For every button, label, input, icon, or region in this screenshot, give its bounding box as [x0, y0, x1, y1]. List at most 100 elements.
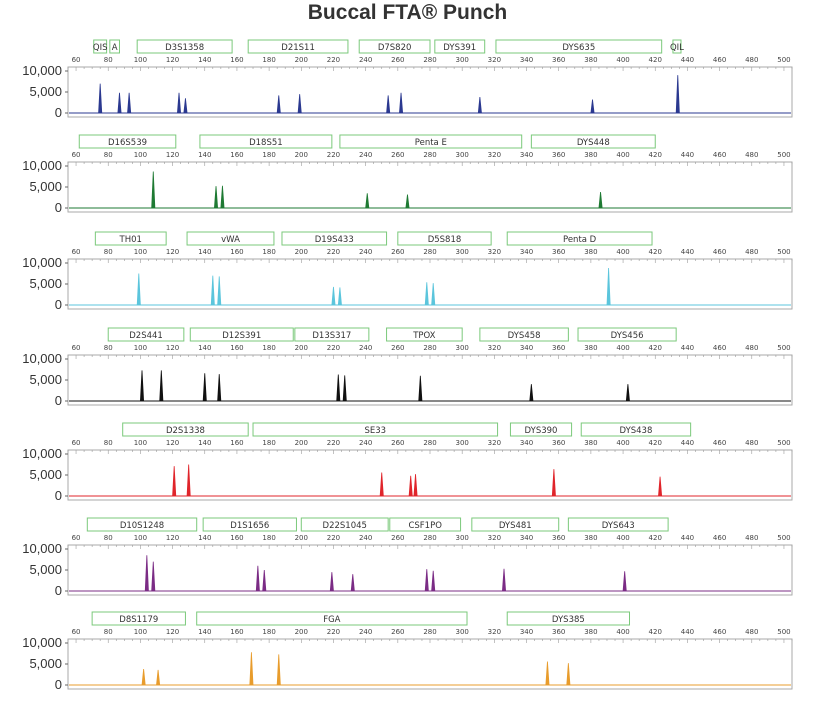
- peak: [276, 654, 281, 686]
- peak: [151, 171, 156, 209]
- x-tick-label: 460: [713, 151, 726, 159]
- chart-title: Buccal FTA® Punch: [307, 1, 508, 24]
- x-tick-label: 80: [104, 248, 113, 256]
- x-tick-label: 240: [359, 534, 372, 542]
- peak: [379, 472, 384, 497]
- peak: [213, 186, 219, 209]
- x-tick-label: 340: [520, 534, 533, 542]
- panel-3: TH01 vWA D19S433 D5S818 Penta D 60 80 100 120 140…: [22, 231, 793, 312]
- peak: [262, 569, 267, 592]
- marker-label: DYS448: [577, 138, 610, 148]
- peak: [176, 92, 182, 114]
- x-tick-label: 340: [520, 439, 533, 447]
- marker-box: [202, 517, 297, 532]
- peak: [413, 474, 418, 497]
- x-tick-label: 220: [327, 56, 340, 64]
- marker-label: DYS458: [508, 331, 541, 341]
- x-tick-label: 220: [327, 628, 340, 636]
- peak: [337, 287, 342, 306]
- x-tick-label: 400: [616, 628, 629, 636]
- marker-box: [567, 517, 669, 532]
- x-tick-label: 160: [230, 248, 243, 256]
- x-tick-label: 460: [713, 56, 726, 64]
- x-tick-label: 100: [134, 56, 147, 64]
- marker-box: [506, 611, 631, 626]
- peak: [405, 194, 410, 209]
- x-tick-label: 440: [681, 248, 694, 256]
- x-tick-label: 160: [230, 628, 243, 636]
- y-tick-label: 0: [55, 200, 62, 215]
- x-tick-label: 140: [198, 534, 211, 542]
- peak: [159, 370, 164, 402]
- marker-box: [389, 517, 462, 532]
- x-tick-label: 200: [295, 534, 308, 542]
- x-tick-label: 200: [295, 56, 308, 64]
- marker-box: [506, 231, 653, 246]
- marker-box: [471, 517, 560, 532]
- x-tick-label: 60: [72, 151, 81, 159]
- x-tick-label: 120: [166, 56, 179, 64]
- x-tick-label: 60: [72, 248, 81, 256]
- x-tick-label: 320: [488, 151, 501, 159]
- x-tick-label: 220: [327, 151, 340, 159]
- x-tick-label: 420: [649, 248, 662, 256]
- x-tick-label: 80: [104, 151, 113, 159]
- marker-label: CSF1PO: [408, 521, 442, 531]
- x-tick-label: 140: [198, 56, 211, 64]
- peak: [297, 94, 302, 114]
- x-tick-label: 60: [72, 534, 81, 542]
- x-tick-label: 120: [166, 439, 179, 447]
- x-tick-label: 280: [423, 344, 436, 352]
- x-tick-label: 260: [391, 344, 404, 352]
- x-tick-label: 380: [584, 534, 597, 542]
- x-tick-label: 500: [777, 439, 790, 447]
- panel-7: D8S1179 FGA DYS385 60 80 100 120 140 160 180 200 22…: [22, 611, 793, 692]
- x-tick-label: 400: [616, 439, 629, 447]
- marker-box: [196, 611, 468, 626]
- plot-frame: [67, 354, 793, 406]
- x-tick-label: 180: [262, 248, 275, 256]
- x-tick-label: 300: [455, 151, 468, 159]
- peak: [141, 669, 146, 686]
- x-tick-label: 200: [295, 344, 308, 352]
- x-tick-label: 60: [72, 344, 81, 352]
- marker-label: DYS481: [499, 521, 532, 531]
- peak: [156, 669, 161, 686]
- x-tick-label: 360: [552, 248, 565, 256]
- peak: [566, 663, 571, 686]
- y-tick-label: 10,000: [22, 446, 62, 461]
- x-tick-label: 500: [777, 56, 790, 64]
- marker-label: Penta D: [563, 235, 597, 245]
- x-tick-label: 420: [649, 439, 662, 447]
- peak: [658, 476, 663, 497]
- x-tick-label: 60: [72, 56, 81, 64]
- x-tick-label: 180: [262, 439, 275, 447]
- y-tick-label: 10,000: [22, 541, 62, 556]
- x-tick-label: 240: [359, 628, 372, 636]
- marker-box: [93, 39, 108, 54]
- x-tick-label: 240: [359, 439, 372, 447]
- panel-1: QIS A D3S1358 D21S11 D7S820 DYS391 DYS635 QIL 60…: [22, 39, 793, 120]
- x-tick-label: 200: [295, 439, 308, 447]
- y-tick-label: 10,000: [22, 158, 62, 173]
- x-tick-label: 280: [423, 151, 436, 159]
- x-tick-label: 440: [681, 628, 694, 636]
- x-tick-label: 280: [423, 56, 436, 64]
- marker-box: [294, 327, 370, 342]
- x-tick-label: 260: [391, 628, 404, 636]
- x-tick-label: 300: [455, 248, 468, 256]
- y-tick-label: 5,000: [29, 84, 62, 99]
- marker-box: [434, 39, 486, 54]
- y-tick-label: 0: [55, 297, 62, 312]
- marker-box: [91, 611, 186, 626]
- x-tick-label: 500: [777, 248, 790, 256]
- panel-4: D2S441 D12S391 D13S317 TPOX DYS458 DYS456 60 80…: [22, 327, 793, 408]
- x-tick-label: 500: [777, 344, 790, 352]
- x-tick-label: 380: [584, 439, 597, 447]
- x-tick-label: 340: [520, 628, 533, 636]
- y-tick-label: 5,000: [29, 562, 62, 577]
- x-tick-label: 240: [359, 151, 372, 159]
- x-tick-label: 200: [295, 248, 308, 256]
- marker-label: DYS390: [525, 426, 558, 436]
